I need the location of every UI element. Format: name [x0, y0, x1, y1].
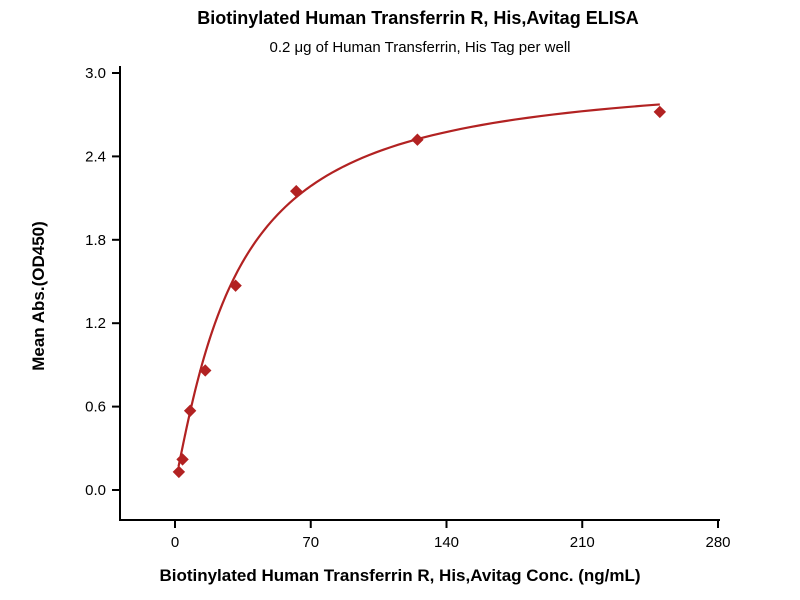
- data-point-marker: [172, 465, 186, 479]
- y-axis-label: Mean Abs.(OD450): [29, 221, 48, 371]
- data-point-marker: [176, 453, 189, 466]
- data-point-marker: [199, 364, 212, 377]
- x-tick-label: 0: [171, 534, 179, 551]
- y-tick-label: 1.8: [85, 232, 106, 249]
- data-point-marker: [183, 404, 197, 417]
- data-point-marker: [229, 279, 242, 292]
- x-tick-label: 280: [705, 534, 730, 551]
- chart-title: Biotinylated Human Transferrin R, His,Av…: [197, 8, 638, 28]
- x-tick-label: 210: [570, 534, 595, 551]
- data-point-marker: [289, 184, 303, 198]
- y-tick-label: 0.0: [85, 482, 106, 499]
- chart-subtitle: 0.2 μg of Human Transferrin, His Tag per…: [270, 39, 571, 56]
- y-tick-label: 1.2: [85, 315, 106, 332]
- x-tick-label: 140: [434, 534, 459, 551]
- y-tick-label: 0.6: [85, 399, 106, 416]
- x-tick-label: 70: [302, 534, 319, 551]
- x-axis-label: Biotinylated Human Transferrin R, His,Av…: [159, 566, 640, 585]
- fit-curve: [177, 103, 660, 467]
- y-tick-label: 3.0: [85, 65, 106, 82]
- data-point-marker: [411, 133, 424, 146]
- axes: [119, 66, 720, 521]
- data-series: [172, 103, 667, 479]
- data-point-marker: [653, 105, 667, 119]
- y-tick-label: 2.4: [85, 148, 106, 165]
- tick-marks: 0 70 140 210 280 0.0 0.6 1.2 1.8 2.4 3.0: [85, 65, 730, 551]
